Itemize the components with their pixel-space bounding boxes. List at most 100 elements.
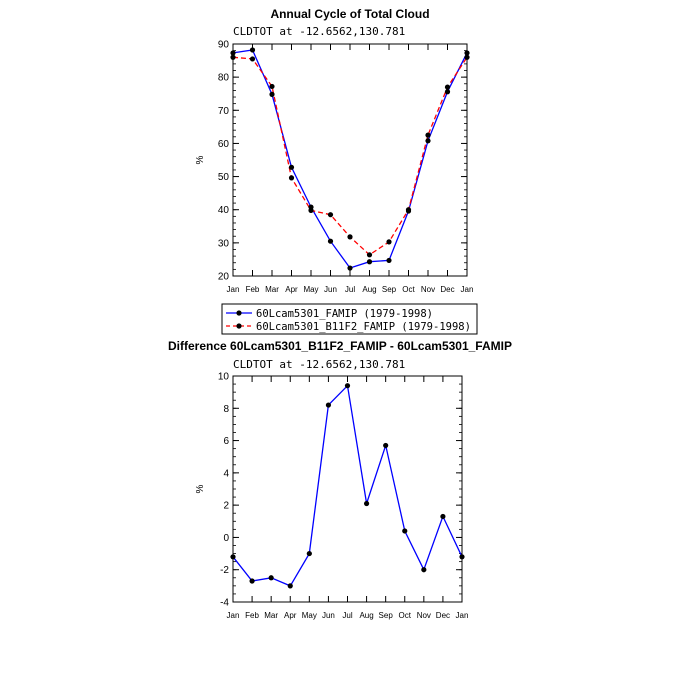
x-tick-label: Aug [362,285,376,294]
y-tick-labels: -4 -2 0 2 4 6 8 10 [218,372,230,609]
data-point [347,265,353,271]
data-point [366,259,373,265]
x-tick-label: Jan [227,611,240,620]
x-tick-label: Apr [285,285,298,294]
y-tick-label: 70 [218,106,230,117]
x-tick-labels: Jan Feb Mar Apr May Jun Jul Aug Sep Oct Nov Dec Jan [227,611,469,620]
x-tick-label: Jul [342,611,352,620]
y-tick-label: 8 [223,404,229,415]
y-axis-label: % [195,155,206,164]
y-tick-label: 2 [223,501,229,512]
data-point [325,402,332,408]
data-point [366,252,373,258]
data-point [402,528,408,534]
legend: 60Lcam5301_FAMIP (1979-1998) 60Lcam5301_… [221,303,478,335]
difference-chart: Difference 60Lcam5301_B11F2_FAMIP - 60Lc… [168,339,512,620]
data-point [327,238,334,244]
chart-title: Annual Cycle of Total Cloud [270,7,429,21]
legend-marker-b11f2 [236,323,242,329]
y-tick-label: 6 [223,436,229,447]
data-point [249,578,255,584]
series-line-0 [232,384,463,587]
data-point [405,207,412,213]
data-point [425,132,431,138]
chart-subtitle: CLDTOT at -12.6562,130.781 [233,358,405,371]
legend-box [221,303,478,335]
y-tick-label: -2 [220,565,229,576]
legend-marker-famip [236,310,242,316]
y-tick-label: 80 [218,73,230,84]
data-point [308,207,314,213]
x-tick-label: Dec [436,611,450,620]
data-point [425,138,431,144]
y-tick-label: 50 [218,172,230,183]
y-tick-label: 40 [218,205,230,216]
x-tick-label: Jul [345,285,355,294]
y-tick-label: 4 [223,468,229,479]
x-tick-label: Nov [421,285,435,294]
legend-label-b11f2: 60Lcam5301_B11F2_FAMIP (1979-1998) [256,321,471,333]
data-point [440,513,446,520]
x-tick-label: Jan [227,285,240,294]
y-tick-label: -4 [220,598,229,609]
x-tick-label: May [303,285,318,294]
data-point [386,239,392,245]
x-tick-label: Jan [456,611,469,620]
chart-title: Difference 60Lcam5301_B11F2_FAMIP - 60Lc… [168,339,512,353]
y-tick-label: 20 [218,272,230,283]
x-tick-label: Mar [265,285,279,294]
x-tick-label: Apr [284,611,297,620]
data-point [249,56,256,62]
data-point [268,575,274,581]
y-tick-label: 60 [218,139,230,150]
y-tick-label: 30 [218,238,230,249]
data-point [444,84,451,90]
x-tick-label: Dec [440,285,454,294]
data-point [386,257,392,264]
y-axis-label: % [195,484,206,493]
data-point [249,47,256,53]
data-point [363,500,370,507]
x-tick-label: Feb [245,611,259,620]
y-tick-label: 90 [218,40,230,51]
y-tick-label: 0 [223,533,229,544]
x-tick-label: Jun [324,285,337,294]
x-tick-label: Mar [264,611,278,620]
data-point [269,83,275,90]
chart-subtitle: CLDTOT at -12.6562,130.781 [233,25,405,38]
axis-ticks [232,375,463,603]
x-tick-label: Oct [399,611,412,620]
data-point [287,583,293,589]
series-lines [232,384,463,587]
data-point [269,91,275,97]
data-point [327,212,334,218]
x-tick-labels: Jan Feb Mar Apr May Jun Jul Aug Sep Oct Nov Dec Jan [227,285,474,294]
data-point [306,550,312,557]
annual-cycle-chart: Annual Cycle of Total Cloud CLDTOT at -1… [195,7,473,294]
data-point [383,442,389,449]
x-tick-label: Feb [246,285,260,294]
y-tick-labels: 20 30 40 50 60 70 80 90 [218,40,230,283]
legend-label-famip: 60Lcam5301_FAMIP (1979-1998) [256,308,433,320]
x-tick-label: Nov [417,611,431,620]
data-point [288,164,295,170]
x-tick-label: Sep [382,285,397,294]
data-point [288,175,295,181]
x-tick-label: Oct [402,285,415,294]
x-tick-label: Jan [461,285,474,294]
series-markers [230,383,465,589]
axis-ticks [232,43,468,277]
data-point [421,567,427,573]
x-tick-label: Aug [359,611,373,620]
series-markers [230,47,470,271]
x-tick-label: Sep [379,611,394,620]
data-point [444,89,451,95]
plot-frame [232,43,468,277]
y-tick-label: 10 [218,372,230,383]
data-point [347,234,353,240]
plot-frame [232,375,463,603]
x-tick-label: Jun [322,611,335,620]
data-point [344,383,351,389]
x-tick-label: May [302,611,317,620]
